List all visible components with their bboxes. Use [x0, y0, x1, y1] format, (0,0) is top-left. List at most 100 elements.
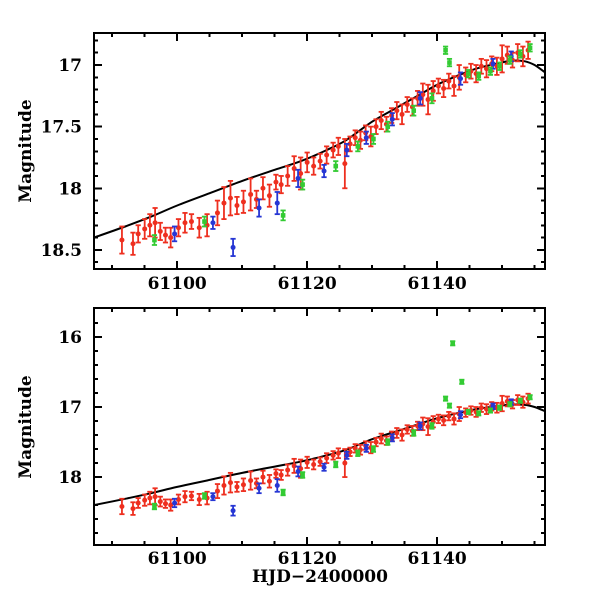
data-point	[371, 446, 376, 452]
data-point	[324, 455, 330, 461]
data-point	[458, 412, 464, 418]
data-point	[196, 225, 202, 231]
data-point	[335, 450, 341, 456]
data-point	[248, 191, 254, 197]
y-tick-label: 18	[58, 179, 82, 199]
data-point	[435, 416, 441, 422]
y-tick-label: 16	[58, 328, 82, 348]
data-point	[285, 467, 291, 473]
data-point	[182, 494, 188, 500]
data-point	[317, 459, 323, 465]
data-point	[152, 237, 157, 243]
data-point	[385, 124, 391, 129]
data-point	[446, 78, 452, 84]
data-point	[304, 459, 310, 465]
data-point	[135, 500, 141, 506]
data-point	[291, 463, 297, 469]
data-point	[399, 111, 405, 117]
data-point	[333, 163, 339, 169]
x-tick-label: 61100	[148, 274, 207, 294]
data-point	[363, 135, 369, 141]
data-point	[119, 503, 125, 509]
y-axis-label-top: Magnitude	[16, 99, 36, 203]
data-point	[285, 173, 291, 179]
data-point	[274, 482, 280, 488]
data-point	[162, 232, 168, 238]
data-point	[130, 506, 136, 512]
data-point	[311, 163, 317, 169]
red-points-series	[119, 40, 531, 256]
data-point	[429, 423, 435, 429]
data-point	[273, 179, 279, 185]
data-point	[280, 490, 286, 495]
data-point	[260, 185, 266, 191]
data-point	[497, 63, 502, 69]
data-point	[389, 435, 395, 441]
data-point	[168, 502, 174, 508]
data-point	[234, 203, 240, 209]
data-point	[420, 92, 426, 98]
data-point	[188, 493, 194, 499]
y-tick-label: 18	[58, 468, 82, 488]
data-point	[214, 488, 220, 494]
blue-points-series	[171, 50, 514, 257]
data-point	[488, 68, 493, 74]
data-point	[466, 409, 471, 415]
data-point	[497, 405, 502, 411]
data-point	[135, 231, 141, 237]
data-point	[175, 225, 181, 231]
data-point	[333, 462, 339, 467]
data-point	[342, 161, 348, 167]
data-point	[425, 97, 431, 103]
data-point	[230, 508, 236, 514]
data-point	[355, 144, 361, 149]
data-point	[273, 471, 279, 477]
data-point	[221, 482, 227, 488]
data-point	[182, 220, 188, 226]
data-point	[162, 501, 168, 507]
data-point	[507, 57, 513, 63]
data-point	[230, 244, 236, 250]
data-point	[295, 175, 301, 181]
data-point	[466, 71, 471, 76]
data-point	[518, 398, 523, 404]
data-point	[240, 482, 246, 488]
data-point	[378, 117, 384, 123]
data-point	[417, 95, 423, 101]
data-point	[130, 241, 136, 247]
data-point	[147, 495, 153, 501]
x-tick-label: 61120	[278, 274, 337, 294]
data-point	[476, 411, 482, 416]
data-point	[344, 452, 350, 458]
data-point	[352, 135, 358, 141]
bottom-panel-plot: 61100 61120 61140 16 17 18	[58, 307, 546, 569]
data-point	[490, 61, 496, 67]
data-point	[172, 231, 178, 237]
data-point	[291, 166, 297, 172]
data-point	[147, 222, 153, 228]
data-point	[443, 396, 448, 401]
data-point	[330, 452, 336, 458]
data-point	[266, 193, 272, 199]
data-point	[321, 464, 327, 470]
data-point	[371, 136, 376, 142]
data-point	[311, 461, 317, 467]
data-point	[240, 199, 246, 205]
data-point	[157, 499, 163, 505]
data-point	[443, 47, 448, 53]
data-point	[394, 430, 400, 436]
data-point	[274, 200, 280, 206]
data-point	[168, 235, 174, 241]
data-point	[363, 445, 369, 451]
data-point	[499, 56, 505, 62]
x-tick-label: 61100	[148, 549, 207, 569]
data-point	[441, 417, 447, 423]
data-point	[451, 83, 457, 89]
data-point	[335, 143, 341, 149]
data-point	[507, 401, 513, 407]
data-point	[278, 472, 284, 478]
data-point	[435, 83, 441, 89]
data-point	[394, 108, 400, 114]
data-point	[142, 497, 148, 503]
